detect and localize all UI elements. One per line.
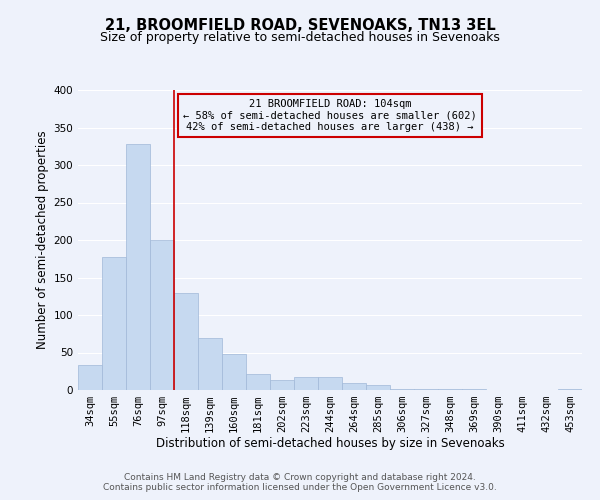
Bar xyxy=(246,374,270,390)
Bar xyxy=(198,338,222,390)
Bar xyxy=(294,377,318,390)
Bar xyxy=(78,365,102,390)
Text: 21, BROOMFIELD ROAD, SEVENOAKS, TN13 3EL: 21, BROOMFIELD ROAD, SEVENOAKS, TN13 3EL xyxy=(104,18,496,32)
Bar xyxy=(174,292,198,390)
Bar xyxy=(366,385,390,390)
Bar xyxy=(102,256,126,390)
Bar xyxy=(438,389,462,390)
Bar xyxy=(462,389,486,390)
Text: Contains HM Land Registry data © Crown copyright and database right 2024.
Contai: Contains HM Land Registry data © Crown c… xyxy=(103,473,497,492)
Bar xyxy=(558,389,582,390)
Bar xyxy=(318,377,342,390)
X-axis label: Distribution of semi-detached houses by size in Sevenoaks: Distribution of semi-detached houses by … xyxy=(155,436,505,450)
Bar xyxy=(270,380,294,390)
Y-axis label: Number of semi-detached properties: Number of semi-detached properties xyxy=(36,130,49,350)
Bar xyxy=(390,388,414,390)
Text: Size of property relative to semi-detached houses in Sevenoaks: Size of property relative to semi-detach… xyxy=(100,31,500,44)
Bar xyxy=(150,240,174,390)
Bar xyxy=(126,144,150,390)
Bar xyxy=(342,382,366,390)
Text: 21 BROOMFIELD ROAD: 104sqm
← 58% of semi-detached houses are smaller (602)
42% o: 21 BROOMFIELD ROAD: 104sqm ← 58% of semi… xyxy=(183,99,477,132)
Bar xyxy=(414,389,438,390)
Bar xyxy=(222,354,246,390)
